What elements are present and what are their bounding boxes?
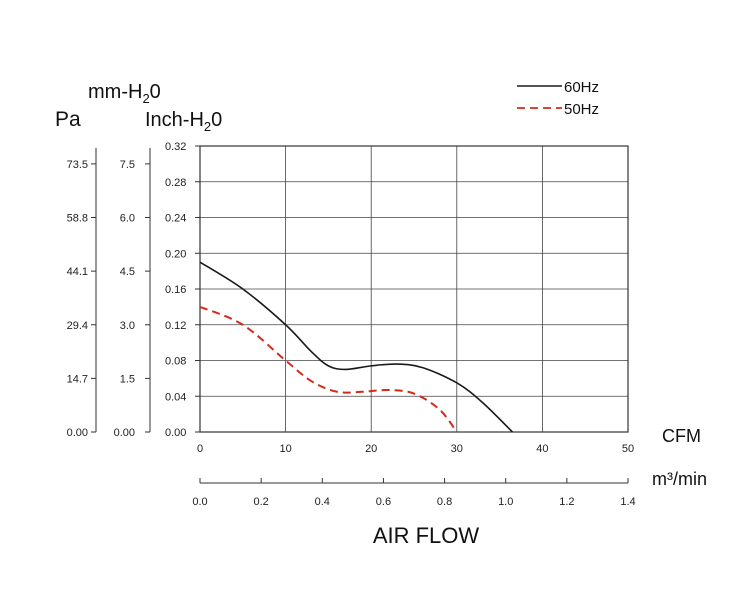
x-tick-label-cfm: 30 (451, 443, 463, 455)
y-unit-inch-h2o: Inch-H20 (145, 109, 222, 134)
legend: 60Hz 50Hz (517, 79, 599, 118)
y-tick-label-mm: 6.0 (120, 213, 135, 225)
x-tick-label-m3: 0.2 (253, 496, 268, 508)
series-line-50hz (199, 305, 458, 433)
series-lines (199, 261, 514, 433)
y-tick-label-pa: 44.1 (67, 266, 88, 278)
y-tick-label-inch: 0.08 (165, 356, 186, 368)
x-tick-label-cfm: 0 (197, 443, 203, 455)
y-tick-label-inch: 0.20 (165, 248, 186, 260)
series-line-60hz (199, 261, 514, 433)
x-tick-label-m3: 0.8 (437, 496, 452, 508)
x-tick-label-cfm: 50 (622, 443, 634, 455)
x-tick-label-m3: 0.4 (315, 496, 330, 508)
x-unit-m3min: m³/min (652, 469, 707, 489)
y-tick-label-pa: 0.00 (67, 427, 88, 439)
y-tick-label-inch: 0.24 (165, 213, 186, 225)
grid-lines (200, 146, 628, 432)
x-axis-label: AIR FLOW (373, 523, 480, 548)
x-tick-label-m3: 1.2 (559, 496, 574, 508)
y-tick-label-mm: 0.00 (114, 427, 135, 439)
x-tick-label-cfm: 40 (536, 443, 548, 455)
y-tick-label-pa: 14.7 (67, 373, 88, 385)
y-tick-label-inch: 0.04 (165, 391, 186, 403)
legend-50hz-label: 50Hz (564, 101, 599, 118)
x-tick-label-m3: 1.4 (620, 496, 635, 508)
y-tick-label-pa: 58.8 (67, 213, 88, 225)
x-tick-label-cfm: 10 (279, 443, 291, 455)
y-tick-label-inch: 0.28 (165, 177, 186, 189)
y-unit-pa: Pa (55, 108, 81, 131)
axes: 0 10 20 30 40 50 0.00 0.04 0.08 0.12 0.16 0.20 0.24 0… (67, 141, 636, 508)
y-tick-label-mm: 1.5 (120, 373, 135, 385)
y-tick-label-mm: 7.5 (120, 159, 135, 171)
y-tick-label-pa: 73.5 (67, 159, 88, 171)
y-tick-label-pa: 29.4 (67, 320, 88, 332)
y-unit-mm-h2o: mm-H20 (88, 81, 161, 106)
y-tick-label-inch: 0.16 (165, 284, 186, 296)
x-unit-cfm: CFM (662, 426, 701, 446)
x-tick-label-m3: 0.6 (376, 496, 391, 508)
legend-60hz-label: 60Hz (564, 79, 599, 96)
y-tick-label-inch: 0.12 (165, 320, 186, 332)
y-tick-label-inch: 0.00 (165, 427, 186, 439)
x-tick-label-m3: 1.0 (498, 496, 513, 508)
x-tick-label-cfm: 20 (365, 443, 377, 455)
y-tick-label-inch: 0.32 (165, 141, 186, 153)
y-tick-label-mm: 3.0 (120, 320, 135, 332)
y-tick-label-mm: 4.5 (120, 266, 135, 278)
x-tick-label-m3: 0.0 (192, 496, 207, 508)
